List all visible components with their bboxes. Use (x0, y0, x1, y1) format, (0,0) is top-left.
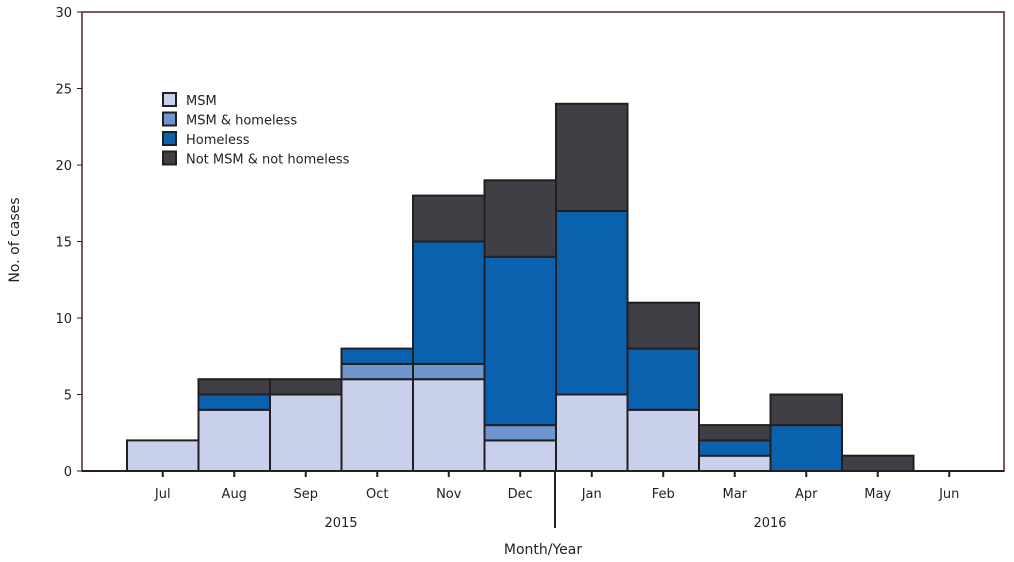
legend-swatch-1 (162, 111, 177, 127)
bar-segment-aug-3 (197, 378, 271, 396)
y-tick-label: 10 (55, 312, 72, 327)
x-tick-label: Aug (222, 487, 247, 502)
legend-label-0: MSM (186, 94, 217, 109)
x-tick-label: May (864, 487, 891, 502)
legend-swatch-2 (162, 131, 177, 146)
x-tick-label: Jun (938, 487, 959, 502)
bar-segment-sep-3 (269, 378, 343, 396)
x-tick-label: Jan (581, 487, 602, 502)
bar-segment-dec-0 (483, 439, 557, 472)
x-tick-label: Jul (154, 487, 171, 502)
bar-segment-jan-2 (555, 209, 629, 396)
year-label-2016: 2016 (753, 516, 786, 531)
bar-segment-jul-0 (126, 439, 200, 472)
legend-label-1: MSM & homeless (186, 114, 297, 129)
x-tick-label: Dec (508, 487, 533, 502)
bar-segment-feb-2 (626, 347, 700, 411)
bar-segment-dec-1 (483, 424, 557, 442)
legend-swatch-3 (162, 150, 177, 166)
bar-segment-sep-0 (269, 393, 343, 472)
x-tick-label: Sep (293, 487, 318, 502)
bar-segment-may-3 (841, 454, 915, 473)
y-tick-label: 0 (64, 465, 72, 480)
bar-segment-dec-2 (483, 255, 557, 427)
y-tick-label: 15 (55, 236, 72, 251)
y-tick-label: 20 (55, 159, 72, 174)
bar-segment-mar-0 (698, 454, 772, 473)
bar-segment-nov-1 (412, 362, 486, 381)
bar-segment-oct-1 (340, 362, 414, 381)
y-tick-label: 30 (55, 6, 72, 21)
bar-segment-jan-3 (555, 102, 629, 212)
y-tick-label: 25 (55, 83, 72, 98)
bar-segment-apr-3 (769, 393, 843, 427)
x-tick-label: Oct (366, 487, 388, 502)
bar-segment-mar-3 (698, 424, 772, 442)
bar-segment-oct-0 (340, 378, 414, 473)
x-tick-label: Mar (722, 487, 747, 502)
year-label-2015: 2015 (324, 516, 357, 531)
y-axis-label: No. of cases (7, 197, 23, 282)
bar-segment-aug-0 (197, 408, 271, 472)
bar-segment-feb-0 (626, 408, 700, 472)
bar-segment-oct-2 (340, 347, 414, 365)
bar-segment-nov-3 (412, 194, 486, 243)
x-axis-label: Month/Year (504, 542, 582, 558)
bar-segment-jan-0 (555, 393, 629, 472)
bar-segment-dec-3 (483, 179, 557, 258)
bar-segment-mar-2 (698, 439, 772, 457)
x-tick-label: Feb (652, 487, 675, 502)
y-tick-label: 5 (64, 389, 72, 404)
x-tick-label: Nov (436, 487, 462, 502)
bar-segment-nov-0 (412, 378, 486, 473)
bar-segment-apr-2 (769, 424, 843, 473)
bar-segment-nov-2 (412, 240, 486, 365)
legend-swatch-0 (162, 92, 177, 107)
bar-segment-feb-3 (626, 301, 700, 350)
legend-label-2: Homeless (186, 133, 250, 148)
legend-label-3: Not MSM & not homeless (186, 153, 350, 168)
bar-segment-aug-2 (197, 393, 271, 411)
x-tick-label: Apr (795, 487, 818, 502)
